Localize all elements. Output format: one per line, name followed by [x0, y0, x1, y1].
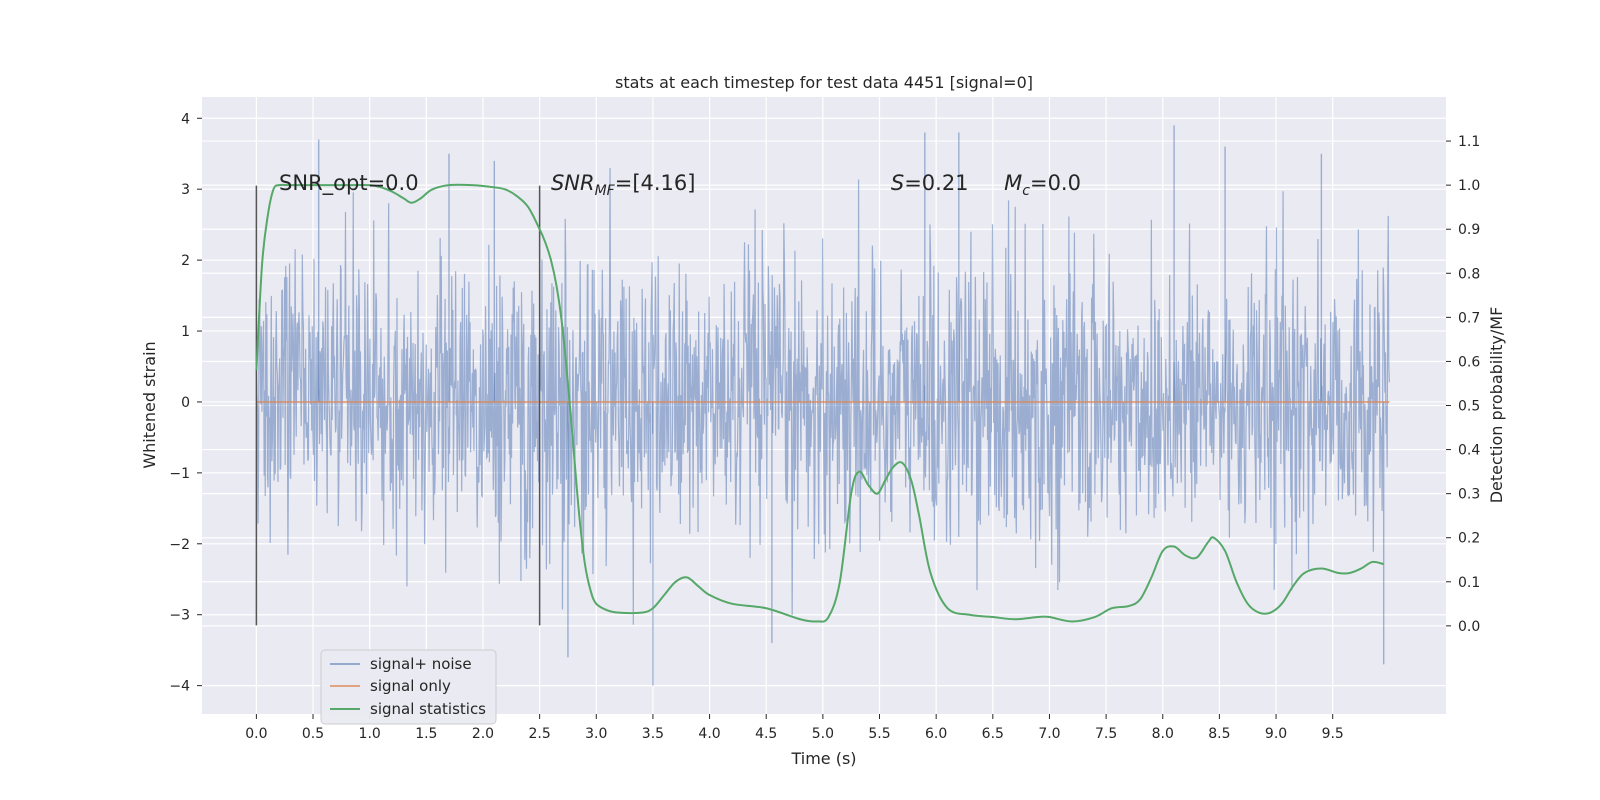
x-tick-label-17: 8.5	[1208, 726, 1230, 742]
signal-statistics-line	[255, 183, 1384, 623]
legend-box	[320, 649, 497, 725]
x-tick-label-7: 3.5	[642, 726, 664, 742]
y2-tick-label-0: 0.0	[1458, 619, 1480, 635]
legend-label-signal-only: signal only	[370, 677, 451, 695]
x-tick-label-16: 8.0	[1152, 726, 1174, 742]
y2-tick-label-7: 0.7	[1458, 310, 1480, 326]
chart-title: stats at each timestep for test data 445…	[615, 73, 1033, 92]
vertical-markers	[255, 185, 541, 626]
y2-tick-label-3: 0.3	[1458, 487, 1480, 503]
y-tick-label-0: −4	[169, 679, 190, 695]
annotations: SNR_opt=0.0 SNRMF=[4.16] S=0.21 Mc=0.0	[279, 171, 1081, 199]
x-tick-label-6: 3.0	[585, 726, 607, 742]
x-tick-label-0: 0.0	[245, 726, 267, 742]
annotation-snr-opt: SNR_opt=0.0	[279, 171, 419, 196]
annotation-s-value: S=0.21	[891, 171, 969, 195]
y2-tick-label-4: 0.4	[1458, 443, 1480, 459]
x-tick-label-11: 5.5	[868, 726, 890, 742]
legend-label-signal-statistics: signal statistics	[370, 700, 486, 718]
y-tick-label-2: −2	[169, 537, 190, 553]
y2-tick-label-9: 0.9	[1458, 222, 1480, 238]
y-tick-label-3: −1	[169, 466, 190, 482]
x-tick-label-15: 7.5	[1095, 726, 1117, 742]
annotation-snr-mf: SNRMF=[4.16]	[551, 171, 696, 199]
x-axis-label: Time (s)	[790, 749, 856, 768]
y-tick-label-6: 2	[181, 253, 190, 269]
signal-noise-series	[255, 125, 1390, 686]
y2-axis-label: Detection probability/MF	[1487, 307, 1506, 504]
x-tick-label-3: 1.5	[415, 726, 437, 742]
y2-tick-label-6: 0.6	[1458, 354, 1480, 370]
y2-tick-label-10: 1.0	[1458, 178, 1480, 194]
y2-tick-label-8: 0.8	[1458, 266, 1480, 282]
y-tick-label-5: 1	[181, 324, 190, 340]
signal-noise-line	[255, 167, 1390, 625]
x-tick-label-5: 2.5	[528, 726, 550, 742]
y2-tick-label-1: 0.1	[1458, 575, 1480, 591]
y-tick-label-8: 4	[181, 111, 190, 127]
x-tick-label-18: 9.0	[1265, 726, 1287, 742]
y2-tick-label-5: 0.5	[1458, 399, 1480, 415]
x-tick-label-1: 0.5	[302, 726, 324, 742]
x-tick-label-9: 4.5	[755, 726, 777, 742]
legend: signal+ noise signal only signal statist…	[320, 649, 497, 725]
legend-label-signal-noise: signal+ noise	[370, 655, 472, 673]
y-tick-label-7: 3	[181, 182, 190, 198]
x-tick-label-8: 4.0	[698, 726, 720, 742]
x-tick-label-12: 6.0	[925, 726, 947, 742]
y-tick-label-4: 0	[181, 395, 190, 411]
x-tick-label-19: 9.5	[1322, 726, 1344, 742]
x-axis-ticks: 0.0 0.5 1.0 1.5 2.0 2.5 3.0 3.5 4.0 4.5 5.0 5.5 6.0 6…	[245, 714, 1344, 742]
y-tick-label-1: −3	[169, 608, 190, 624]
x-tick-label-14: 7.0	[1038, 726, 1060, 742]
x-tick-label-4: 2.0	[472, 726, 494, 742]
y-axis-ticks: −4 −3 −2 −1 0 1 2 3 4	[169, 111, 202, 695]
x-tick-label-2: 1.0	[359, 726, 381, 742]
x-tick-label-13: 6.5	[982, 726, 1004, 742]
y2-tick-label-11: 1.1	[1458, 134, 1480, 150]
y2-axis-ticks: 0.0 0.1 0.2 0.3 0.4 0.5 0.6 0.7 0.8 0.9 1.0 1.1	[1446, 134, 1480, 635]
y-axis-label: Whitened strain	[140, 341, 159, 468]
signal-statistics-series	[255, 183, 1384, 623]
x-tick-label-10: 5.0	[812, 726, 834, 742]
y2-tick-label-2: 0.2	[1458, 531, 1480, 547]
annotation-mc-value: Mc=0.0	[1004, 171, 1081, 199]
